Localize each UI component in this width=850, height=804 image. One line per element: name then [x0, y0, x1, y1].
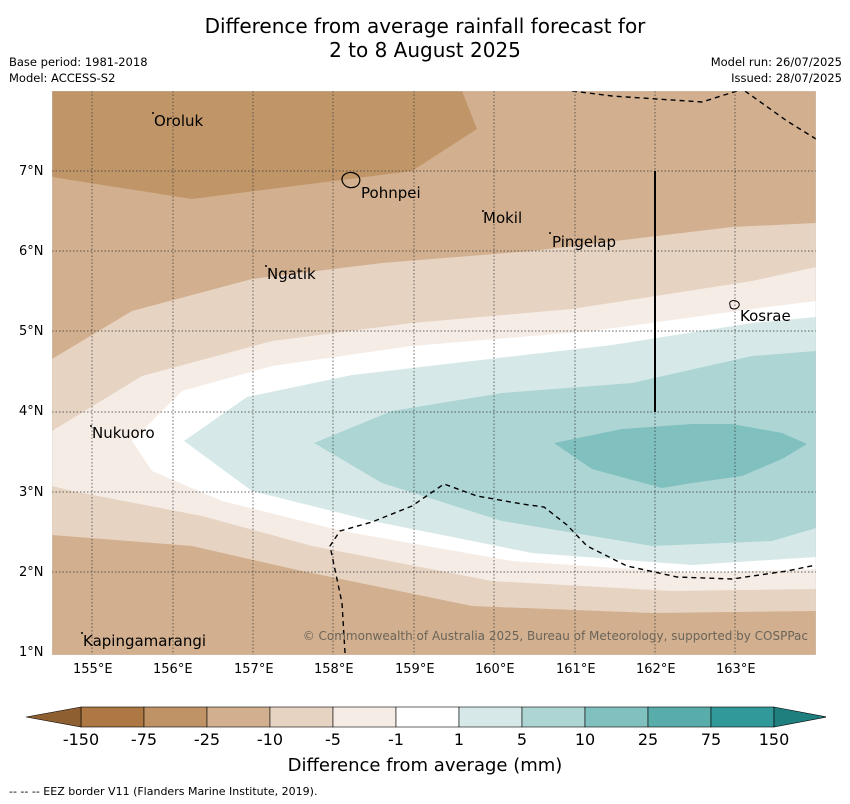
lon-tick-156e: 156°E — [153, 662, 193, 677]
colorbar-tick-label: -1 — [388, 730, 404, 749]
lon-tick-163e: 163°E — [716, 662, 756, 677]
place-label-pohnpei: Pohnpei — [361, 184, 421, 202]
colorbar-cell — [584, 706, 649, 728]
place-label-oroluk: Oroluk — [154, 112, 203, 130]
lat-tick-6n: 6°N — [19, 244, 44, 259]
nukuoro-marker — [90, 425, 92, 427]
pingelap-marker — [549, 232, 551, 234]
issued-date: Issued: 28/07/2025 — [731, 71, 842, 85]
colorbar-cell — [395, 706, 460, 728]
contour-band-dark-teal — [554, 424, 807, 488]
model-name: Model: ACCESS-S2 — [9, 71, 116, 85]
colorbar-cell — [458, 706, 523, 728]
colorbar-cells — [25, 706, 826, 728]
lat-tick-3n: 3°N — [19, 485, 44, 500]
place-label-nukuoro: Nukuoro — [92, 424, 155, 442]
colorbar-cell — [143, 706, 208, 728]
place-label-pingelap: Pingelap — [552, 233, 616, 251]
meta-left: Base period: 1981-2018 Model: ACCESS-S2 — [9, 54, 148, 86]
place-label-mokil: Mokil — [483, 209, 522, 227]
colorbar-cell — [647, 706, 712, 728]
chart-title-line1: Difference from average rainfall forecas… — [204, 14, 646, 38]
eez-border — [329, 91, 816, 654]
mokil-marker — [482, 210, 484, 212]
colorbar-cell — [80, 706, 145, 728]
lat-tick-7n: 7°N — [19, 164, 44, 179]
lon-tick-161e: 161°E — [556, 662, 596, 677]
model-run: Model run: 26/07/2025 — [710, 55, 842, 69]
colorbar-tick-label: -75 — [131, 730, 157, 749]
colorbar-cell — [269, 706, 334, 728]
lon-tick-162e: 162°E — [636, 662, 676, 677]
rainfall-map: Oroluk Pohnpei Mokil Pingelap Ngatik Kos… — [52, 91, 816, 655]
colorbar-low-arrow — [25, 706, 82, 728]
colorbar-tick-label: 5 — [517, 730, 527, 749]
colorbar-tick-label: -150 — [63, 730, 99, 749]
colorbar-tick-label: -25 — [194, 730, 220, 749]
lat-tick-2n: 2°N — [19, 565, 44, 580]
colorbar-tick-label: 150 — [759, 730, 790, 749]
place-label-kapingamarangi: Kapingamarangi — [83, 632, 206, 650]
base-period: Base period: 1981-2018 — [9, 55, 148, 69]
place-label-ngatik: Ngatik — [267, 265, 316, 283]
copyright-notice: © Commonwealth of Australia 2025, Bureau… — [303, 629, 808, 643]
lat-tick-1n: 1°N — [19, 645, 44, 660]
colorbar-labels: -150 -75 -25 -10 -5 -1 1 5 10 25 75 150 — [63, 730, 789, 749]
lat-tick-5n: 5°N — [19, 324, 44, 339]
lon-tick-158e: 158°E — [314, 662, 354, 677]
colorbar-cell — [521, 706, 586, 728]
place-label-kosrae: Kosrae — [740, 307, 791, 325]
colorbar-title: Difference from average (mm) — [287, 755, 563, 776]
colorbar-tick-label: 10 — [575, 730, 595, 749]
colorbar-tick-label: 75 — [701, 730, 721, 749]
colorbar-tick-label: -5 — [325, 730, 341, 749]
contour-band-brown — [52, 91, 477, 199]
colorbar-tick-label: -10 — [257, 730, 283, 749]
lon-tick-159e: 159°E — [395, 662, 435, 677]
kosrae-island-outline — [729, 300, 740, 310]
colorbar-tick-label: 25 — [638, 730, 658, 749]
ngatik-marker — [265, 265, 267, 267]
colorbar-cell — [710, 706, 775, 728]
colorbar-high-arrow — [773, 706, 826, 728]
pohnpei-island-outline — [341, 171, 361, 189]
colorbar-tick-label: 1 — [454, 730, 464, 749]
eez-footnote: -- -- -- EEZ border V11 (Flanders Marine… — [9, 785, 318, 798]
colorbar: -150 -75 -25 -10 -5 -1 1 5 10 25 75 150 — [25, 706, 826, 749]
meta-right: Model run: 26/07/2025 Issued: 28/07/2025 — [711, 54, 842, 86]
lon-tick-157e: 157°E — [234, 662, 274, 677]
colorbar-cell — [206, 706, 271, 728]
oroluk-marker — [152, 112, 154, 114]
lon-tick-160e: 160°E — [475, 662, 515, 677]
lat-tick-4n: 4°N — [19, 404, 44, 419]
chart-title-line2: 2 to 8 August 2025 — [329, 38, 521, 62]
kapingamarangi-marker — [81, 632, 83, 634]
colorbar-cell — [332, 706, 397, 728]
lon-tick-155e: 155°E — [73, 662, 113, 677]
